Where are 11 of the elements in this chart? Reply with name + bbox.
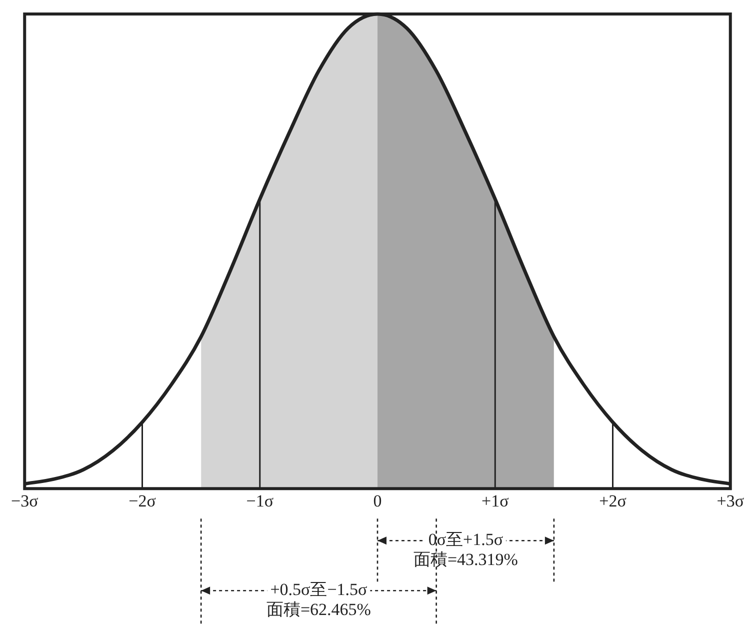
- x-tick-label: 0: [373, 491, 382, 510]
- x-tick-label: +2σ: [599, 491, 626, 510]
- x-tick-label: −1σ: [246, 491, 274, 510]
- text: 0σ至+1.5σ: [428, 530, 504, 550]
- text: 面積=43.319%: [413, 550, 518, 570]
- x-tick-label: +1σ: [481, 491, 509, 510]
- x-tick-label: −3σ: [10, 491, 38, 510]
- text: +0.5σ至−1.5σ: [270, 580, 368, 600]
- x-tick-label: +3σ: [716, 491, 744, 510]
- x-tick-label: −2σ: [128, 491, 156, 510]
- text: 面積=62.465%: [266, 600, 371, 620]
